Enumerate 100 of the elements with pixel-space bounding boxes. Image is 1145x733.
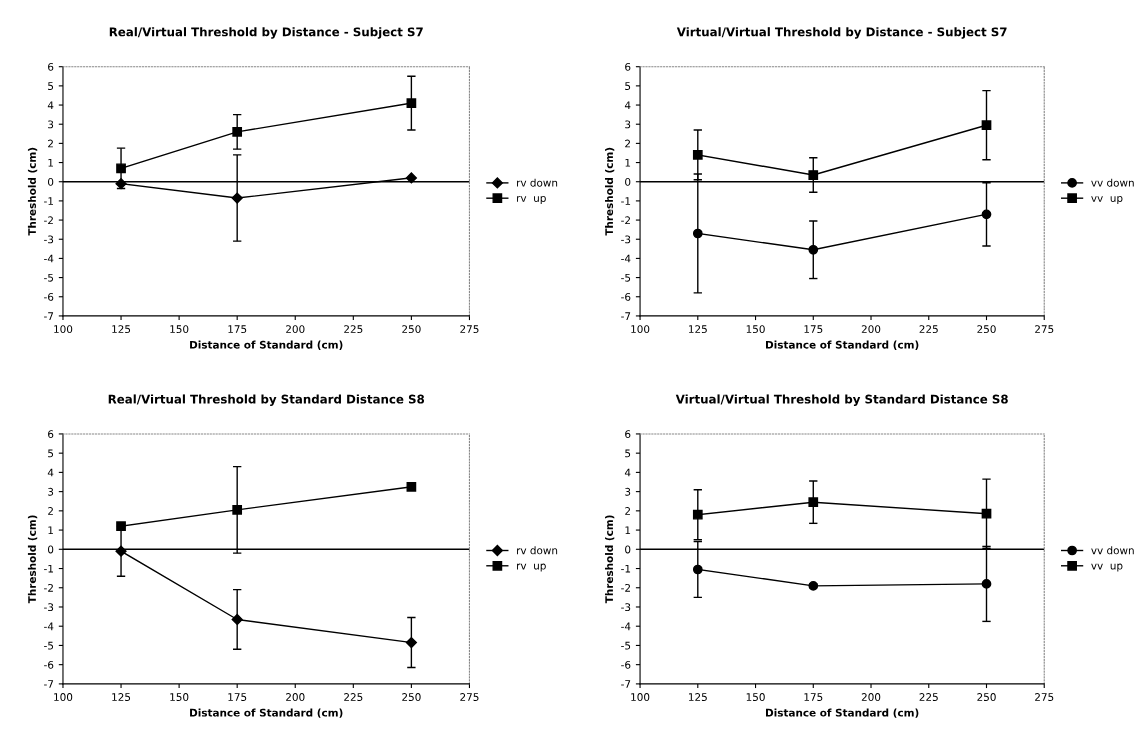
x-tick-label: 175	[228, 325, 247, 334]
y-tick-label: 0	[48, 177, 54, 186]
y-tick-label: -5	[44, 273, 54, 282]
x-tick-label: 150	[746, 693, 765, 701]
y-tick-label: -7	[44, 680, 54, 688]
legend-label: vv up	[1091, 196, 1123, 204]
y-tick-label: 2	[625, 139, 630, 148]
x-tick-label: 125	[112, 325, 131, 334]
x-tick-label: 150	[170, 325, 189, 334]
y-tick-label: 4	[624, 101, 631, 109]
y-tick-label: -3	[44, 603, 54, 612]
y-tick-label: -4	[44, 622, 54, 631]
x-tick-label: 175	[804, 693, 823, 701]
x-axis-title: Distance of Standard (cm)	[190, 708, 343, 718]
legend-label: rv down	[517, 546, 558, 555]
x-tick-label: 225	[344, 693, 363, 701]
legend-label: vv down	[1091, 546, 1134, 555]
y-tick-label: 2	[48, 507, 53, 515]
y-tick-label: 3	[48, 487, 54, 496]
y-tick-label: 5	[48, 449, 54, 458]
y-tick-label: -1	[44, 564, 53, 573]
x-tick-label: 175	[228, 693, 247, 701]
y-tick-label: 4	[47, 468, 54, 477]
legend-label: rv up	[517, 196, 546, 204]
chart-title: Real/Virtual Threshold by Distance - Subject S7	[109, 27, 423, 39]
y-tick-label: -4	[621, 254, 631, 263]
x-tick-label: 225	[919, 693, 938, 701]
y-tick-label: -5	[621, 641, 631, 650]
y-tick-label: -2	[621, 216, 630, 225]
y-tick-label: 1	[625, 526, 631, 535]
x-tick-label: 125	[112, 693, 131, 701]
y-tick-label: 6	[48, 430, 54, 439]
x-tick-label: 125	[689, 693, 707, 701]
legend-label: rv up	[517, 563, 546, 572]
y-tick-label: 1	[48, 158, 53, 167]
y-tick-label: -6	[621, 660, 631, 669]
y-tick-label: 5	[625, 449, 631, 458]
y-tick-label: -4	[621, 622, 631, 631]
x-tick-label: 275	[460, 693, 479, 701]
x-tick-label: 225	[919, 325, 938, 334]
y-tick-label: -5	[44, 641, 54, 650]
x-axis-title: Distance of Standard (cm)	[190, 340, 343, 350]
x-tick-label: 100	[631, 325, 650, 334]
y-tick-label: -6	[621, 292, 631, 301]
chart-title: Virtual/Virtual Threshold by Distance - Subject S7	[676, 27, 1007, 39]
x-axis-title: Distance of Standard (cm)	[766, 708, 919, 718]
y-tick-label: 3	[625, 487, 631, 496]
y-tick-label: 4	[47, 101, 54, 109]
y-tick-label: 2	[48, 139, 53, 148]
x-tick-label: 200	[286, 325, 305, 334]
x-tick-label: 250	[977, 693, 996, 701]
y-tick-label: -2	[621, 583, 630, 592]
y-tick-label: 0	[625, 177, 631, 186]
y-axis-title: Threshold (cm)	[605, 515, 615, 604]
y-tick-label: -3	[44, 235, 54, 244]
chart-title: Virtual/Virtual Threshold by Standard Distance S8	[675, 394, 1008, 406]
x-tick-label: 200	[861, 693, 881, 701]
y-tick-label: 6	[625, 62, 631, 71]
y-tick-label: -2	[44, 583, 53, 592]
y-tick-label: -6	[44, 660, 54, 669]
y-tick-label: -1	[621, 564, 631, 573]
y-tick-label: 4	[624, 468, 631, 477]
x-tick-label: 100	[54, 325, 73, 334]
y-tick-label: 1	[625, 158, 631, 167]
x-tick-label: 175	[804, 325, 823, 334]
x-axis-title: Distance of Standard (cm)	[766, 340, 919, 350]
y-axis-title: Threshold (cm)	[27, 515, 38, 604]
y-tick-label: -7	[621, 680, 631, 688]
y-tick-label: -3	[621, 603, 631, 612]
x-tick-label: 150	[170, 693, 189, 701]
y-axis-title: Threshold (cm)	[27, 147, 38, 236]
y-tick-label: 0	[625, 545, 631, 554]
y-tick-label: -1	[44, 197, 53, 205]
legend-label: vv up	[1091, 563, 1123, 572]
y-tick-label: 0	[48, 545, 54, 554]
x-tick-label: 200	[861, 325, 881, 334]
y-tick-label: -7	[44, 312, 54, 320]
x-tick-label: 275	[1035, 693, 1054, 701]
x-tick-label: 100	[631, 693, 650, 701]
x-tick-label: 250	[402, 693, 421, 701]
y-tick-label: 1	[48, 526, 53, 535]
x-tick-label: 125	[689, 325, 707, 334]
y-tick-label: 5	[48, 82, 54, 90]
y-tick-label: -5	[621, 273, 631, 282]
y-tick-label: -2	[44, 216, 53, 225]
y-tick-label: -7	[621, 312, 631, 320]
y-tick-label: -6	[44, 292, 54, 301]
y-tick-label: -3	[621, 235, 631, 244]
legend-label: vv down	[1091, 178, 1134, 187]
x-tick-label: 200	[286, 693, 305, 701]
y-tick-label: 3	[48, 120, 54, 129]
chart-title: Real/Virtual Threshold by Standard Distance S8	[108, 394, 425, 406]
x-tick-label: 225	[344, 325, 363, 334]
y-tick-label: -1	[621, 197, 631, 205]
y-tick-label: 3	[625, 120, 631, 129]
legend-label: rv down	[517, 178, 558, 187]
x-tick-label: 275	[1035, 325, 1054, 334]
y-tick-label: -4	[44, 254, 54, 263]
y-tick-label: 6	[625, 430, 631, 439]
y-axis-title: Threshold (cm)	[605, 147, 615, 236]
